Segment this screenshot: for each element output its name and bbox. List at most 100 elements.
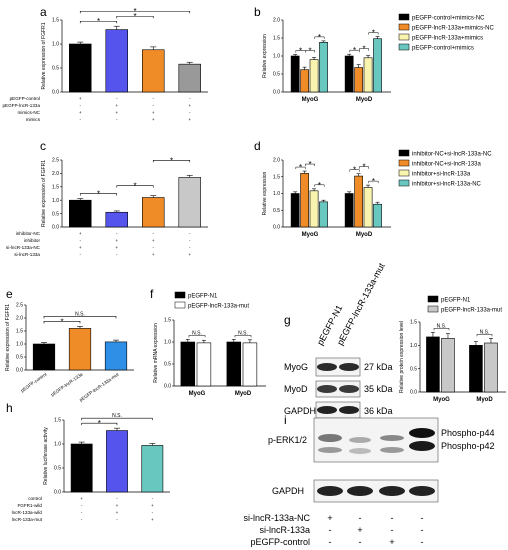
bar (70, 443, 93, 493)
y-tick-label: 0.0 (164, 384, 171, 390)
bar (363, 57, 373, 93)
bar (142, 49, 165, 93)
sig-bracket (359, 48, 369, 51)
sig-star: * (308, 46, 311, 55)
ns-label: N.S. (75, 311, 85, 317)
condition-sign: - (152, 96, 154, 101)
blot-g-band (317, 363, 337, 371)
blot-i-band (380, 435, 404, 441)
blot-i-band (409, 486, 435, 496)
panel-letter-b: b (254, 5, 261, 19)
legend-label: inhibitor-NC+si-lncR-133a (412, 162, 482, 168)
y-tick-label: 1.5 (273, 36, 280, 42)
y-tick-label: 0.5 (273, 208, 280, 214)
bar (290, 193, 300, 228)
sig-bracket (43, 316, 117, 319)
bar (226, 341, 242, 387)
blot-i-band (318, 434, 342, 442)
blot-g-band (339, 385, 359, 393)
condition-sign: + (152, 110, 155, 115)
chart-d: 0.0 0.5 1.0 1.5 2.0 Relative expression MyoG * *… (262, 149, 492, 238)
blot-i-band (349, 448, 371, 454)
condition-label: si-lncR-133a (14, 252, 40, 257)
y-axis-label: Relative protein expression level (399, 321, 405, 393)
y-tick-label: 1.5 (52, 18, 59, 24)
bar (373, 38, 382, 93)
x-category-label: MyoD (476, 397, 493, 403)
blot-g-row-label: MyoD (284, 384, 308, 394)
condition-sign: - (152, 496, 154, 501)
chart-a: 0.0 0.5 1.0 1.5 Relative expression of FGFR1… (2, 7, 208, 122)
legend-swatch (398, 23, 410, 31)
condition-label: pEGFP-lncR-133a (2, 103, 40, 108)
blot-i-row-label: p-ERK1/2 (268, 435, 307, 445)
blot-i-condition-sign: - (329, 525, 332, 535)
y-tick-label: 0.0 (273, 90, 280, 96)
panel-letter-f: f (150, 287, 154, 301)
y-tick-label: 1.0 (52, 198, 59, 204)
chart-c: 0.0 0.5 1.0 1.5 2.0 2.5 Relative expression of… (6, 156, 208, 257)
condition-sign: - (79, 238, 81, 243)
condition-label: inhibitor-NC (16, 231, 41, 236)
blot-i-right-label: Phospho-p42 (441, 441, 495, 451)
y-tick-label: 0.5 (164, 362, 171, 368)
sig-star: * (133, 12, 136, 21)
condition-sign: + (115, 238, 118, 243)
condition-label: pEGFP-control (10, 96, 40, 101)
condition-sign: + (116, 503, 119, 508)
sig-bracket (305, 50, 315, 53)
y-tick-label: 2.5 (16, 303, 23, 309)
condition-sign: - (81, 517, 83, 522)
y-tick-label: 2.5 (52, 158, 59, 164)
bar (69, 43, 92, 93)
sig-star: * (318, 181, 321, 190)
legend-swatch (398, 149, 410, 157)
y-tick-label: 0.0 (410, 390, 417, 396)
condition-label: inhibitor (24, 238, 41, 243)
panel-letter-d: d (254, 139, 261, 153)
panel-letter-h: h (6, 401, 13, 415)
y-tick-label: 1.0 (16, 342, 23, 348)
condition-sign: + (188, 103, 191, 108)
condition-sign: - (79, 252, 81, 257)
condition-label: lncR-133a-mut (12, 517, 43, 522)
blot-i-condition-label: pEGFP-control (250, 537, 310, 547)
blot-i-condition-sign: + (389, 537, 394, 547)
ns-label: N.S. (238, 330, 248, 336)
sig-bracket (79, 20, 118, 24)
condition-sign: - (81, 503, 83, 508)
condition-sign: + (116, 510, 119, 515)
condition-sign: - (79, 117, 81, 122)
blot-g-band (339, 406, 359, 414)
blot-i-row-box (313, 479, 439, 503)
x-category-label: MyoG (189, 391, 206, 397)
y-tick-label: 0.5 (52, 66, 59, 72)
bar (68, 328, 92, 371)
panel-letter-g: g (284, 313, 291, 327)
x-category-label: MyoD (356, 97, 373, 103)
condition-sign: - (152, 231, 154, 236)
bar (105, 211, 129, 228)
blot-i-band (349, 437, 371, 443)
blot-i-condition-sign: + (327, 513, 332, 523)
sig-bracket (116, 185, 154, 188)
legend-swatch (174, 301, 186, 309)
legend-swatch (398, 43, 410, 51)
condition-sign: - (189, 238, 191, 243)
bar (178, 177, 202, 228)
condition-sign: + (79, 231, 82, 236)
y-tick-label: 1.5 (410, 320, 417, 326)
legend-swatch (398, 159, 410, 167)
condition-sign: - (116, 517, 118, 522)
y-tick-label: 0.0 (16, 368, 23, 374)
x-category-label: MyoG (302, 232, 319, 238)
chart-e: 0.0 0.5 1.0 1.5 2.0 2.5 Relative expression of… (5, 303, 134, 403)
ns-label: N.S. (437, 323, 447, 329)
legend-label: pEGFP-control+mimics-NC (412, 16, 485, 22)
sig-star: * (170, 156, 173, 165)
condition-sign: + (80, 496, 83, 501)
blot-i-band (409, 441, 435, 451)
sig-bracket (152, 159, 191, 163)
sig-bracket (368, 32, 379, 35)
